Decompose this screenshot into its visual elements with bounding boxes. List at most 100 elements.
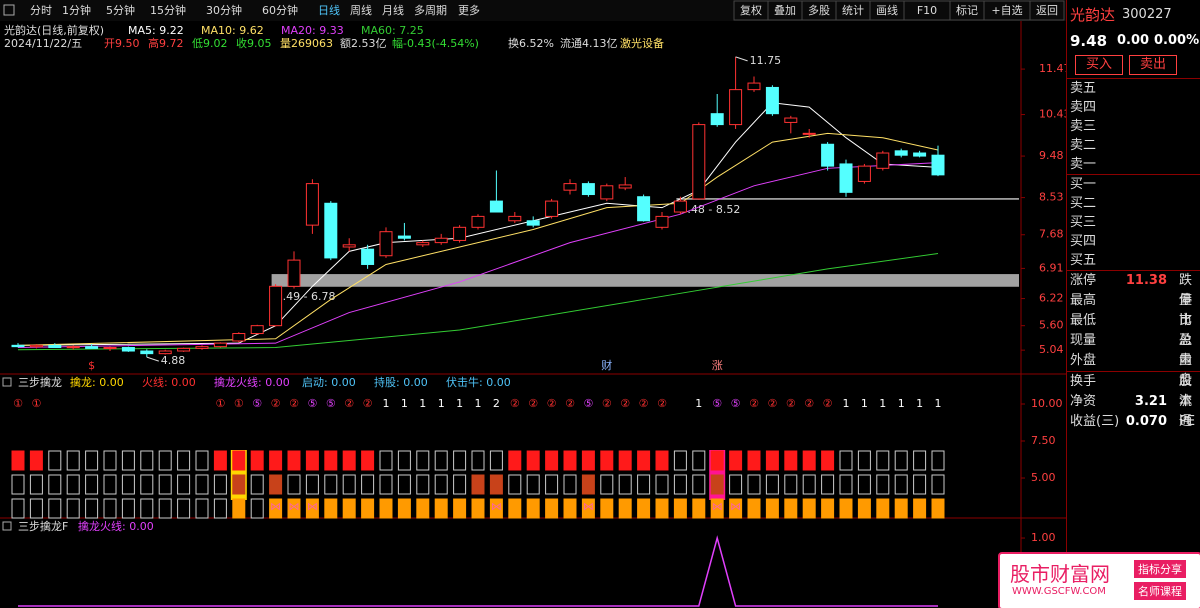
price-label: 4.88 [161, 354, 186, 367]
candle-body [526, 220, 540, 226]
signal-box [269, 474, 283, 495]
event-marker[interactable]: $ [88, 359, 95, 372]
candle-body [563, 183, 577, 191]
period-tab[interactable]: 30分钟 [206, 3, 242, 17]
toolbar-button[interactable]: 标记 [956, 3, 978, 17]
info-field: 收9.05 [236, 36, 272, 50]
watermark-brand: 股市财富网 [1010, 562, 1110, 586]
candle-body [673, 200, 687, 213]
signal-box [545, 498, 559, 519]
candle-body [177, 347, 191, 352]
signal-box [747, 498, 761, 519]
period-tab[interactable]: 1分钟 [62, 3, 91, 17]
candle-body [287, 259, 301, 287]
signal-box [11, 474, 25, 495]
signal-label: 1 [419, 397, 426, 410]
signal-box [692, 498, 706, 519]
period-tab[interactable]: 周线 [350, 3, 372, 17]
toolbar-button[interactable]: 叠加 [774, 4, 796, 17]
candle-body [213, 342, 227, 348]
signal-box [361, 474, 375, 495]
signal-box [508, 450, 522, 471]
signal-box [894, 450, 908, 471]
signal-box [85, 498, 99, 519]
ma-legend: MA5: 9.22 [128, 24, 184, 37]
period-tab[interactable]: 月线 [382, 3, 404, 17]
signal-label: ⑤ [731, 397, 741, 410]
candle-body [103, 347, 117, 350]
info-field: 2024/11/22/五 [4, 37, 82, 50]
price-pointer [735, 56, 748, 62]
watermark-url: WWW.GSCFW.COM [1012, 586, 1106, 597]
candle-body [784, 117, 798, 123]
signal-box [434, 450, 448, 471]
toolbar-button[interactable]: 统计 [842, 4, 864, 17]
toolbar-button[interactable]: 返回 [1036, 4, 1058, 17]
y-tick-label: 7.50 [1031, 434, 1056, 447]
signal-box [618, 450, 632, 471]
signal-box [103, 498, 117, 519]
signal-box [434, 498, 448, 519]
y-tick-label: 5.04 [1039, 343, 1064, 356]
toolbar-button[interactable]: +自选 [991, 4, 1022, 17]
ma-line [17, 162, 939, 349]
signal-box [471, 474, 485, 495]
period-tab[interactable]: 多周期 [414, 3, 447, 17]
signal-label: ② [344, 397, 354, 410]
trade-buttons: 买入 卖出 [1067, 52, 1200, 78]
period-tab[interactable]: 分时 [30, 4, 52, 17]
signal-box [913, 450, 927, 471]
signal-box [563, 450, 577, 471]
signal-box [913, 474, 927, 495]
signal-box [637, 474, 651, 495]
signal-box [305, 474, 319, 495]
signal-label: ② [639, 397, 649, 410]
toolbar-button[interactable]: 复权 [740, 3, 762, 17]
candle-body [397, 235, 411, 239]
panel-icon [2, 377, 12, 387]
stat-label: 涨停 [1070, 273, 1097, 288]
stat-right-label: 内盘 [1179, 353, 1193, 388]
period-tab[interactable]: 5分钟 [106, 3, 135, 17]
ma-legend: MA60: 7.25 [361, 24, 424, 37]
candle-body [581, 183, 595, 196]
signal-label: 1 [475, 397, 482, 410]
indicator-title: 三步擒龙F [18, 519, 68, 533]
signal-label: ② [749, 397, 759, 410]
signal-box [508, 498, 522, 519]
ma-line [17, 253, 939, 351]
y-tick-label: 5.00 [1031, 471, 1056, 484]
trade-button[interactable]: 买入 [1075, 55, 1123, 75]
ask-level: 卖四 [1070, 100, 1097, 115]
stock-name: 光韵达 [1070, 6, 1116, 24]
signal-box [177, 450, 191, 471]
signal-box [232, 498, 246, 519]
period-tab[interactable]: 60分钟 [262, 3, 298, 17]
toolbar-button[interactable]: 画线 [876, 3, 898, 17]
stat-label: 外盘 [1070, 353, 1097, 368]
indicator-title: 三步擒龙 [18, 375, 62, 389]
signal-label: ② [823, 397, 833, 410]
y-tick-label: 6.22 [1039, 292, 1064, 305]
period-tab[interactable]: 15分钟 [150, 3, 186, 17]
period-tab[interactable]: 日线 [318, 3, 340, 17]
signal-label: ① [31, 397, 41, 410]
stat-row: 净资 3.21 流通 [1067, 392, 1200, 429]
event-marker[interactable]: 财 [601, 358, 612, 372]
signal-box [618, 498, 632, 519]
trade-button[interactable]: 卖出 [1129, 55, 1177, 75]
toolbar-button[interactable]: F10 [917, 4, 937, 17]
period-tab[interactable]: 更多 [458, 3, 480, 17]
candle-body [195, 346, 209, 349]
event-marker[interactable]: 涨 [712, 359, 723, 372]
signal-box [195, 450, 209, 471]
signal-box [710, 474, 724, 495]
signal-box [655, 498, 669, 519]
signal-box [324, 498, 338, 519]
signal-box [931, 450, 945, 471]
candle-body [416, 242, 430, 246]
toolbar-button[interactable]: 多股 [808, 3, 830, 17]
signal-box [508, 474, 522, 495]
candle-body [894, 150, 908, 156]
